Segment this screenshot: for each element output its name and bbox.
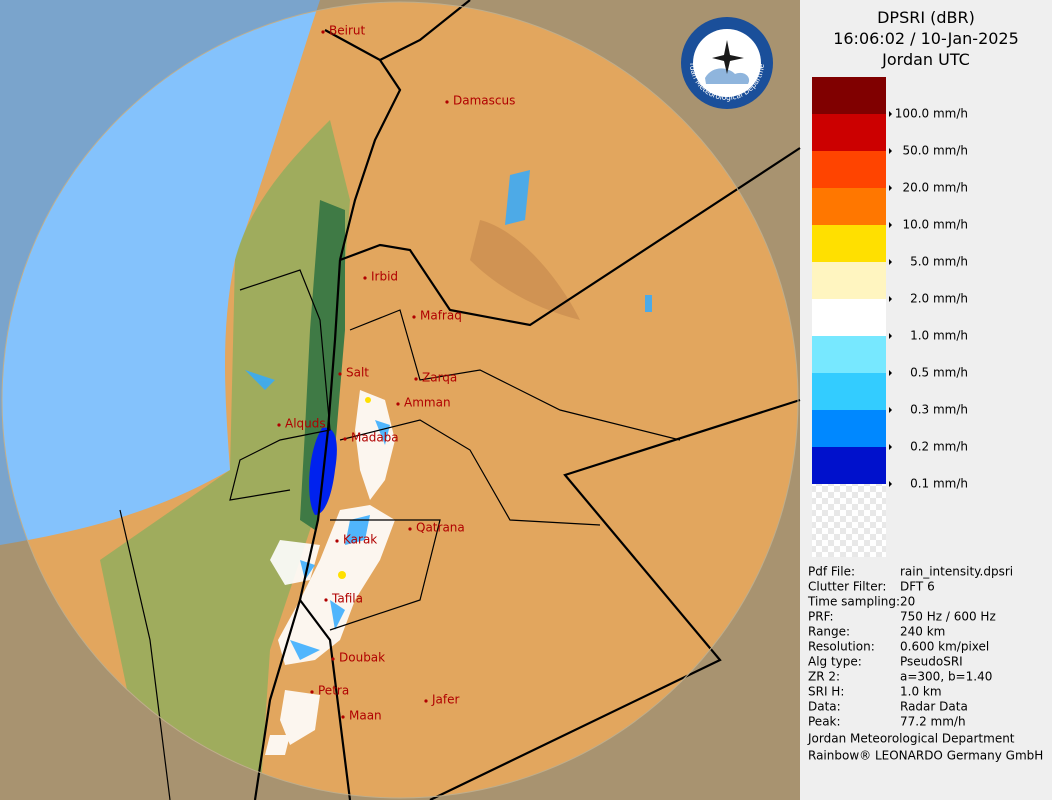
city-dot	[331, 657, 335, 661]
city-label: Tafila	[331, 592, 363, 606]
legend-swatch	[812, 262, 886, 299]
legend-label: 0.5 mm/h	[910, 366, 968, 380]
info-value: 0.600 km/pixel	[900, 640, 989, 654]
city-label: Qatrana	[416, 521, 465, 535]
info-value: 240 km	[900, 625, 945, 639]
city-label: Zarqa	[422, 371, 457, 385]
legend-swatch	[812, 225, 886, 262]
city-label: Doubak	[339, 651, 385, 665]
city-dot	[324, 598, 328, 602]
legend-label: 0.1 mm/h	[910, 477, 968, 491]
info-value: 77.2 mm/h	[900, 715, 966, 729]
city-dot	[310, 690, 314, 694]
legend-tick	[889, 259, 892, 265]
legend-nodata	[812, 483, 886, 557]
map: Beirut Damascus Irbid Mafraq Salt Zarqa Amman A…	[0, 0, 801, 800]
city-dot	[338, 372, 342, 376]
legend-tick	[889, 296, 892, 302]
city-dot	[341, 715, 345, 719]
info-value: PseudoSRI	[900, 655, 963, 669]
legend-label: 50.0 mm/h	[902, 144, 968, 158]
legend-label: 1.0 mm/h	[910, 329, 968, 343]
legend-tick	[889, 111, 892, 117]
city-label: Mafraq	[420, 309, 462, 323]
legend-tick	[889, 444, 892, 450]
legend-tick	[889, 333, 892, 339]
info-value: 1.0 km	[900, 685, 942, 699]
info-value: Radar Data	[900, 700, 968, 714]
city-label: Salt	[346, 366, 369, 380]
city-label: Amman	[404, 396, 451, 410]
info-key: SRI H:	[808, 685, 844, 699]
legend-tick	[889, 222, 892, 228]
legend-label: 0.2 mm/h	[910, 440, 968, 454]
footer-line: Rainbow® LEONARDO Germany GmbH	[808, 749, 1043, 763]
city-dot	[414, 377, 418, 381]
info-key: Pdf File:	[808, 565, 855, 579]
info-key: Data:	[808, 700, 841, 714]
legend-tick	[889, 185, 892, 191]
city-dot	[424, 699, 428, 703]
info-key: Alg type:	[808, 655, 862, 669]
city-label: Karak	[343, 533, 377, 547]
title: DPSRI (dBR)	[877, 8, 975, 27]
city-label: Damascus	[453, 94, 515, 108]
city-dot	[445, 100, 449, 104]
city-dot	[335, 539, 339, 543]
city-label: Beirut	[329, 24, 365, 38]
legend-swatch	[812, 299, 886, 336]
timezone: Jordan UTC	[881, 50, 970, 69]
legend-swatch	[812, 114, 886, 151]
info-key: Clutter Filter:	[808, 580, 886, 594]
info-value: 20	[900, 595, 915, 609]
legend-tick	[889, 407, 892, 413]
city-label: Maan	[349, 709, 382, 723]
info-key: PRF:	[808, 610, 834, 624]
city-label: Petra	[318, 684, 349, 698]
legend-swatch	[812, 336, 886, 373]
legend-label: 10.0 mm/h	[902, 218, 968, 232]
city-label: Alquds	[285, 417, 326, 431]
city-dot	[363, 276, 367, 280]
footer-line: Jordan Meteorological Department	[807, 732, 1015, 746]
legend-swatch	[812, 77, 886, 114]
city-label: Jafer	[431, 693, 460, 707]
city-dot	[396, 402, 400, 406]
info-key: Range:	[808, 625, 850, 639]
legend-label: 0.3 mm/h	[910, 403, 968, 417]
city-dot	[408, 527, 412, 531]
legend-label: 20.0 mm/h	[902, 181, 968, 195]
city-label: Madaba	[351, 431, 399, 445]
city-dot	[321, 30, 325, 34]
city-dot	[412, 315, 416, 319]
legend-swatch	[812, 410, 886, 447]
legend-label: 100.0 mm/h	[895, 107, 968, 121]
city-label: Irbid	[371, 270, 398, 284]
info-value: a=300, b=1.40	[900, 670, 992, 684]
side-panel: DPSRI (dBR) 16:06:02 / 10-Jan-2025 Jorda…	[807, 8, 1043, 763]
legend-swatch	[812, 373, 886, 410]
info-value: DFT 6	[900, 580, 935, 594]
info-key: ZR 2:	[808, 670, 840, 684]
city-dot	[343, 437, 347, 441]
info-key: Time sampling:	[807, 595, 900, 609]
legend-label: 2.0 mm/h	[910, 292, 968, 306]
city-dot	[277, 423, 281, 427]
info-key: Resolution:	[808, 640, 875, 654]
legend-tick	[889, 148, 892, 154]
legend-swatch	[812, 188, 886, 225]
legend-tick	[889, 370, 892, 376]
legend-swatch	[812, 447, 886, 484]
info-key: Peak:	[808, 715, 841, 729]
info-value: 750 Hz / 600 Hz	[900, 610, 996, 624]
timestamp: 16:06:02 / 10-Jan-2025	[833, 29, 1019, 48]
legend-swatch	[812, 151, 886, 188]
legend-label: 5.0 mm/h	[910, 255, 968, 269]
legend-tick	[889, 481, 892, 487]
info-value: rain_intensity.dpsri	[900, 565, 1013, 579]
